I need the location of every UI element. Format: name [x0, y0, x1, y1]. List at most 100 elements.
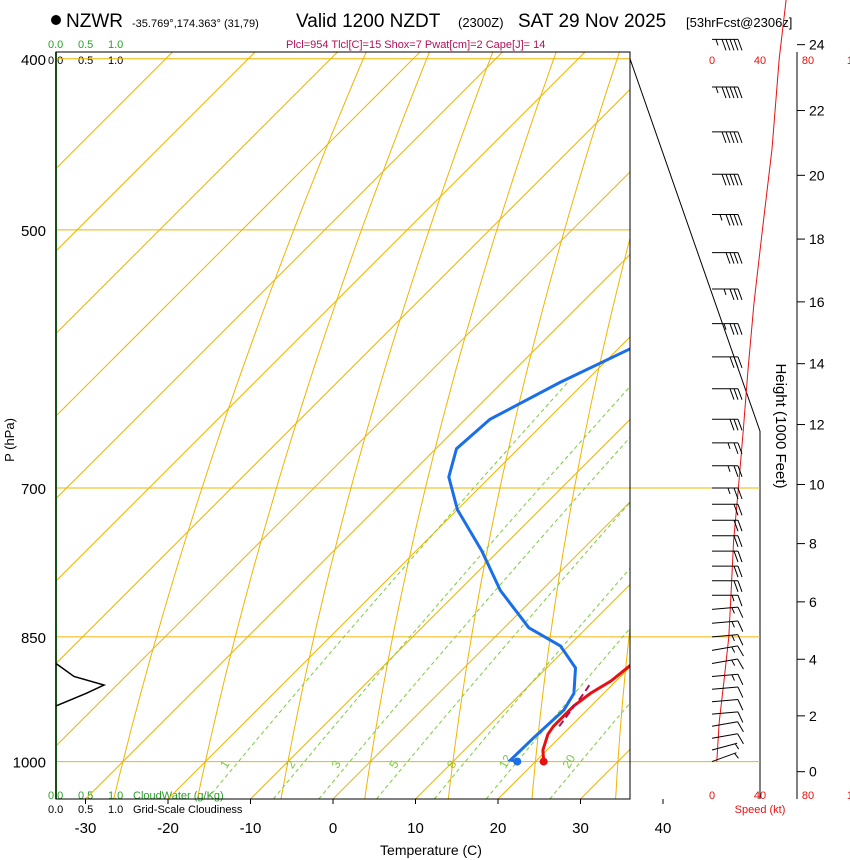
wind-barb-feather — [733, 565, 739, 578]
cloudiness-tick: 0.0 — [48, 804, 63, 816]
cloudiness-tick: 0.5 — [78, 804, 93, 816]
x-tick-label: 20 — [490, 820, 507, 837]
wind-barb-staff — [711, 658, 738, 665]
wind-barb-staff — [711, 721, 738, 727]
wind-barb-half-feather — [715, 86, 719, 94]
height-tick-label: 2 — [809, 708, 817, 724]
isotherm-line — [56, 52, 586, 582]
wind-speed-trace — [716, 0, 787, 762]
wind-barb — [711, 733, 744, 745]
isotherm-line — [167, 336, 630, 799]
dry-adiabat-line — [615, 623, 630, 799]
mixing-ratio-line — [376, 501, 630, 799]
wind-barb — [711, 658, 744, 670]
pressure-tick-label: 500 — [21, 223, 46, 240]
wind-barb — [712, 565, 743, 578]
wind-barb-half-feather — [734, 743, 740, 750]
wind-barb-feather — [737, 504, 743, 516]
wind-barb-feather — [721, 131, 727, 144]
wind-barb-half-feather — [731, 621, 735, 628]
speed-tick-label: 80 — [802, 790, 814, 802]
wind-barb — [712, 323, 743, 335]
wind-barb-half-feather — [719, 214, 723, 221]
wind-barb — [712, 519, 743, 532]
wind-barb-feather — [733, 465, 739, 477]
wind-barb-feather — [737, 465, 743, 477]
speed-tick-label: 0 — [709, 790, 715, 802]
station-name: NZWR — [66, 11, 123, 32]
station-coords: -35.769°,174.363° (31,79) — [132, 18, 259, 30]
cloud-profiles — [55, 52, 107, 799]
wind-barb-feather — [725, 39, 731, 51]
cloudwater-scale-top: 0.0 0.5 1.0 — [48, 39, 123, 51]
wind-barb-feather — [737, 288, 743, 301]
wind-barb-feather — [737, 442, 743, 455]
pressure-tick-label: 850 — [21, 630, 46, 647]
isotherm-line — [250, 418, 630, 799]
wind-barb-feather — [729, 131, 735, 144]
height-tick-label: 12 — [809, 417, 825, 433]
wind-barb-half-feather — [727, 487, 731, 495]
wind-barb-feather — [737, 323, 743, 335]
wind-barb — [712, 550, 743, 563]
x-axis-title: Temperature (C) — [380, 842, 482, 858]
wind-barb-staff — [711, 742, 738, 751]
height-tick-label: 10 — [809, 477, 825, 493]
wind-barb-feather — [737, 634, 744, 646]
wind-barb-half-feather — [715, 39, 719, 46]
x-tick-label: 10 — [407, 820, 424, 837]
stability-indices: Plcl=954 Tlcl[C]=15 Shox=7 Pwat[cm]=2 Ca… — [286, 39, 545, 51]
mixing-ratio-line — [318, 436, 630, 799]
wind-barb-feather — [721, 86, 727, 99]
mixing-ratio-label: 2 — [283, 758, 299, 771]
pressure-tick-label: 1000 — [13, 755, 46, 772]
wind-barb-feather — [725, 174, 731, 186]
cloudwater-scale-bottom: 0.0 0.5 1.0 CloudWater (g/Kg) — [48, 790, 224, 802]
wind-barb-feather — [737, 520, 743, 532]
wind-barb-staff — [711, 752, 737, 763]
cloudiness-tick: 1.0 — [108, 804, 123, 816]
isotherm-line — [56, 171, 630, 747]
wind-barb-staff — [711, 606, 738, 610]
cloudiness-scale-top: 0.0 0.5 1.0 — [48, 55, 123, 67]
wind-barb-half-feather — [723, 288, 727, 296]
wind-barb-feather — [725, 86, 731, 99]
wind-barb — [712, 580, 743, 592]
wind-barb-feather — [729, 356, 735, 369]
cloudiness-tick: 1.0 — [108, 55, 123, 67]
mixing-ratio-label: 3 — [329, 758, 345, 771]
mixing-ratio-line — [485, 627, 630, 799]
wind-barb-half-feather — [731, 674, 735, 681]
valid-time: Valid 1200 NZDT — [296, 11, 441, 32]
wind-barb-staff — [711, 673, 738, 677]
cloudiness-scale-bottom: 0.0 0.5 1.0 Grid-Scale Cloudiness — [48, 804, 243, 816]
wind-barb-feather — [737, 535, 743, 547]
height-tick-label: 6 — [809, 594, 817, 610]
wind-barb-feather — [733, 504, 739, 516]
wind-barb — [712, 131, 743, 144]
wind-barb — [712, 173, 743, 186]
wind-barb — [711, 711, 744, 723]
mixing-ratio-line — [549, 702, 630, 799]
wind-barb-staff — [711, 645, 738, 651]
mixing-ratio-label: 20 — [560, 752, 579, 771]
dry-adiabat-line — [447, 52, 620, 799]
temperature-trace — [541, 663, 630, 762]
wind-barb-feather — [737, 645, 744, 657]
pressure-tick-label: 400 — [21, 52, 46, 69]
dewpoint-trace — [447, 347, 630, 764]
wind-barb-feather — [737, 711, 744, 723]
wind-barb-feather — [725, 214, 731, 226]
wind-barb-feather — [729, 388, 735, 400]
isotherm-line — [56, 52, 256, 252]
dry-adiabat-line — [280, 52, 494, 799]
height-tick-label: 14 — [809, 356, 825, 372]
wind-barb-feather — [729, 288, 735, 301]
wind-barb-feather — [737, 39, 743, 51]
wind-barb-feather — [737, 733, 744, 745]
forecast-date: SAT 29 Nov 2025 — [518, 11, 666, 32]
speed-axis-title: Speed (kt) — [735, 804, 786, 816]
height-tick-label: 16 — [809, 294, 825, 310]
isotherm-line — [332, 501, 630, 799]
